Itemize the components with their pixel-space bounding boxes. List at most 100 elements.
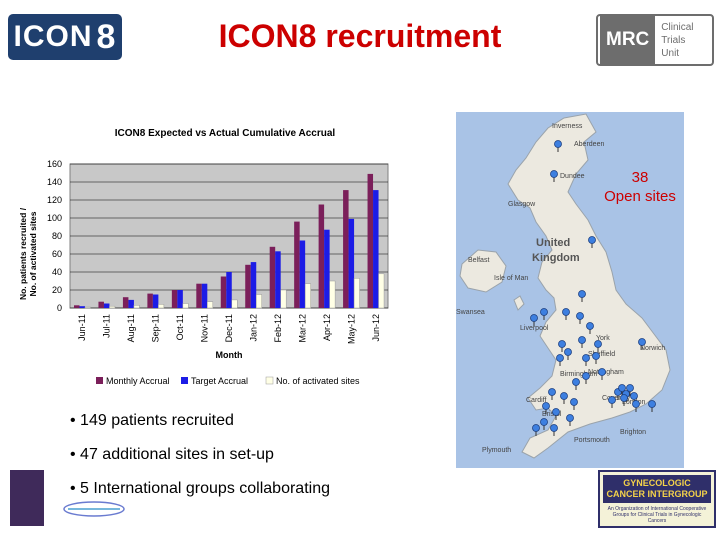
summary-bullets: • 149 patients recruited • 47 additional… [70,404,450,506]
bar-target-accrual-may-12 [348,218,355,308]
site-pin [576,312,584,324]
bullet-sites-in-setup: • 47 additional sites in set-up [70,446,274,463]
mrc-unit-text: Clinical Trials Unit [661,21,693,60]
legend-swatch [265,376,274,385]
northern-ireland-landmass [459,249,507,293]
site-pin [648,400,656,412]
map-place-label: Nottingham [588,369,624,376]
bullet-international-groups: • 5 International groups collaborating [70,480,330,497]
bar-monthly-accrual-mar-12 [294,221,300,308]
map-place-label: Plymouth [482,447,511,454]
x-tick-label: Apr-12 [322,314,332,341]
chart-title: ICON8 Expected vs Actual Cumulative Accr… [115,128,336,139]
bar-target-accrual-apr-12 [324,229,330,308]
map-country-label: United [536,237,570,249]
site-pin [550,424,558,436]
y-tick-label: 120 [47,195,62,205]
site-pin [582,372,590,384]
x-axis-label: Month [216,350,243,360]
map-place-label: Belfast [468,257,489,264]
page-title: ICON8 recruitment [218,18,502,54]
bar-target-accrual-jun-12 [373,190,379,308]
mrc-unit-line: Trials [661,34,686,46]
site-pin [582,354,590,366]
site-pin [540,418,548,430]
bar-no-of-activated-sites-sep-11 [158,304,165,309]
open-sites-callout: 38 Open sites [590,168,690,206]
y-tick-label: 80 [52,231,62,241]
gci-logo-title-line: CANCER INTERGROUP [606,489,708,499]
legend-label: No. of activated sites [276,376,360,386]
mrc-logo-text: MRC [600,16,656,64]
bars [74,173,385,309]
bar-monthly-accrual-aug-11 [122,297,129,308]
site-pin [554,140,562,152]
mrc-ctu-logo: MRC Clinical Trials Unit [596,14,714,66]
map-place-label: Brighton [620,429,646,436]
bar-monthly-accrual-jul-11 [98,301,104,308]
x-tick-label: Aug-11 [126,314,136,342]
accrual-bar-chart: ICON8 Expected vs Actual Cumulative Accr… [18,128,389,386]
map-place-label: York [596,335,610,342]
bar-monthly-accrual-oct-11 [171,290,178,308]
icon8-logo: ICON 8 [8,14,122,60]
map-place-label: Cardiff [526,397,547,404]
open-sites-label: Open sites [604,188,676,205]
bar-no-of-activated-sites-may-12 [353,278,360,309]
x-tick-label: Oct-11 [175,314,185,340]
bar-monthly-accrual-jun-11 [74,305,80,308]
site-pin [572,378,580,390]
bar-monthly-accrual-nov-11 [196,283,202,308]
site-pin [578,290,586,302]
x-tick-label: Jun-11 [77,314,87,341]
partner-logo [63,501,125,517]
x-tick-label: Jan-12 [248,314,258,342]
legend: Monthly Accrual Target Accrual No. of acti… [96,376,360,386]
mrc-unit-line: Unit [661,47,680,59]
site-pin [630,392,638,404]
bar-monthly-accrual-jan-12 [245,264,251,308]
y-axis-label-line-2: No. of activated sites [28,211,38,296]
bar-no-of-activated-sites-jan-12 [255,294,262,309]
map-place-label: Coventry [602,395,631,402]
bar-target-accrual-sep-11 [152,294,159,308]
ncri-logo [10,470,44,526]
bar-target-accrual-feb-12 [275,251,281,308]
site-pin [608,396,616,408]
map-place-label: Inverness [552,123,583,130]
site-pin [570,398,578,410]
great-britain-landmass [507,113,671,459]
site-pin [560,392,568,404]
map-place-label: Glasgow [508,201,536,208]
y-tick-label: 40 [52,267,62,277]
bar-monthly-accrual-feb-12 [269,246,276,308]
isle-of-man-landmass [513,295,525,311]
x-tick-label: Nov-11 [200,314,210,342]
icon8-logo-number: 8 [96,17,117,56]
bar-no-of-activated-sites-jul-11 [109,305,116,309]
site-pin [562,308,570,320]
site-pin [598,368,606,380]
y-tick-label: 100 [47,213,62,223]
bar-no-of-activated-sites-mar-12 [304,283,311,309]
map-place-label: Swansea [456,309,485,316]
x-tick-label: Mar-12 [297,314,307,343]
bar-target-accrual-jan-12 [250,262,257,308]
site-pin [542,402,550,414]
gynecologic-cancer-intergroup-logo: GYNECOLOGIC CANCER INTERGROUP An Organiz… [598,470,716,528]
site-pin [638,338,646,350]
site-pin [552,408,560,420]
x-tick-label: Feb-12 [273,314,283,343]
site-pin [558,340,566,352]
map-place-label: Isle of Man [494,275,528,282]
y-tick-label: 160 [47,159,62,169]
bar-monthly-accrual-sep-11 [147,293,153,308]
site-pin [626,384,634,396]
map-place-label: Portsmouth [574,437,610,444]
bar-no-of-activated-sites-jun-11 [84,306,91,309]
site-pin [540,308,548,320]
map-place-label: Liverpool [520,325,549,332]
map-country-label: Kingdom [532,252,580,264]
site-pin [578,336,586,348]
bar-monthly-accrual-dec-11 [220,276,227,308]
